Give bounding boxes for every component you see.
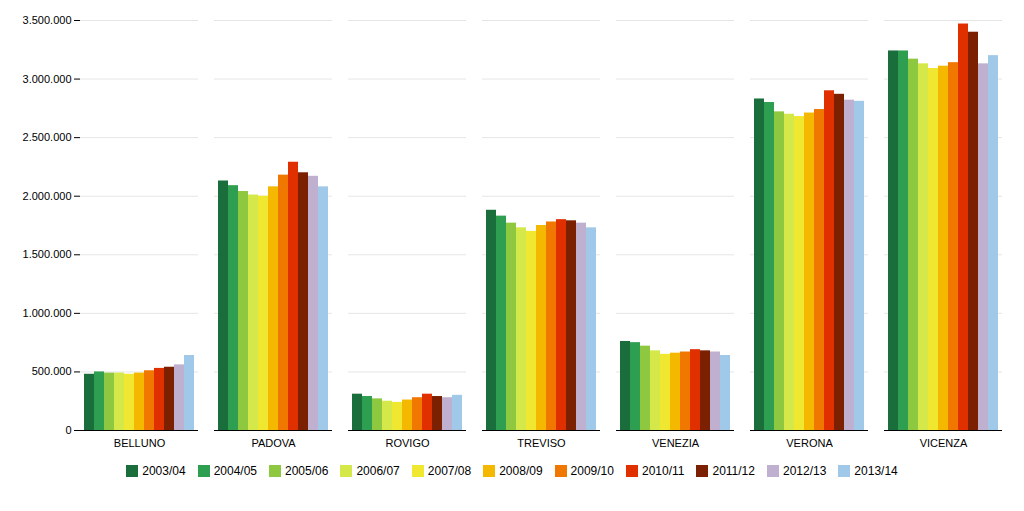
html-text:2004/05: 2004/05 xyxy=(213,464,257,478)
html-text:2012/13: 2012/13 xyxy=(783,464,827,478)
svg-text:1.500.000: 1.500.000 xyxy=(23,248,72,260)
html-text:2006/07: 2006/07 xyxy=(356,464,400,478)
svg-text:2.000.000: 2.000.000 xyxy=(23,190,72,202)
svg-text:ROVIGO: ROVIGO xyxy=(385,437,429,449)
svg-text:VERONA: VERONA xyxy=(786,437,833,449)
html-text:2005/06: 2005/06 xyxy=(285,464,329,478)
svg-text:VICENZA: VICENZA xyxy=(920,437,968,449)
html-text:2013/14: 2013/14 xyxy=(854,464,898,478)
svg-text:3.500.000: 3.500.000 xyxy=(23,14,72,26)
svg-text:500.000: 500.000 xyxy=(32,365,72,377)
svg-text:1.000.000: 1.000.000 xyxy=(23,307,72,319)
svg-text:3.000.000: 3.000.000 xyxy=(23,73,72,85)
html-text:2011/12: 2011/12 xyxy=(712,464,755,478)
html-text:2008/09: 2008/09 xyxy=(499,464,543,478)
svg-text:2.500.000: 2.500.000 xyxy=(23,131,72,143)
html-text:2003/04: 2003/04 xyxy=(142,464,186,478)
svg-text:TREVISO: TREVISO xyxy=(517,437,566,449)
svg-text:0: 0 xyxy=(65,424,71,436)
html-text:2009/10: 2009/10 xyxy=(570,464,614,478)
html-text:2007/08: 2007/08 xyxy=(427,464,472,478)
svg-text:PADOVA: PADOVA xyxy=(251,437,296,449)
html-text:2010/11: 2010/11 xyxy=(642,464,685,478)
svg-text:VENEZIA: VENEZIA xyxy=(652,437,700,449)
svg-text:BELLUNO: BELLUNO xyxy=(114,437,166,449)
